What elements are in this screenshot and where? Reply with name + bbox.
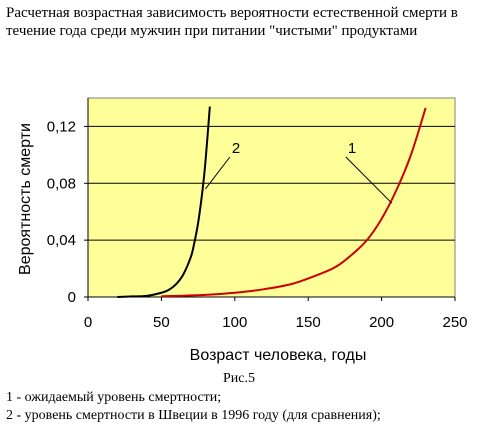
x-tick-label-5: 250 — [442, 314, 467, 331]
curve-label-1: 1 — [348, 140, 356, 157]
x-axis-label: Возраст человека, годы — [190, 347, 367, 364]
plot-area — [87, 97, 456, 298]
leader-line-2 — [205, 156, 231, 190]
y-tick-label-1: 0,04 — [47, 232, 76, 249]
x-tick-label-0: 0 — [84, 314, 92, 331]
chart-title: Расчетная возрастная зависимость вероятн… — [6, 5, 458, 39]
caption-line-2: 2 - уровень смертности в Швеции в 1996 г… — [6, 408, 381, 423]
y-axis-ticks: 0 0,04 0,08 0,12 — [47, 118, 88, 306]
series-line-1 — [161, 107, 427, 298]
grid-lines — [87, 98, 455, 298]
x-tick-label-4: 200 — [369, 314, 394, 331]
x-axis-ticks: 0 50 100 150 200 250 — [84, 297, 468, 331]
series-line-2 — [117, 106, 211, 298]
y-tick-label-0: 0 — [68, 289, 76, 306]
y-tick-label-2: 0,08 — [47, 175, 76, 192]
caption-line-1: 1 - ожидаемый уровень смертности; — [6, 390, 222, 405]
chart: 12 0 50 100 150 200 250 00,040,080,12 Возраст… — [17, 97, 468, 364]
figure-number: Рис.5 — [223, 371, 255, 386]
curve-label-2: 2 — [232, 140, 240, 157]
leader-lines: 12 — [205, 140, 393, 204]
y-tick-label-3: 0,12 — [47, 118, 76, 135]
x-tick-label-2: 100 — [222, 314, 247, 331]
x-tick-label-1: 50 — [153, 314, 170, 331]
x-tick-label-3: 150 — [296, 314, 321, 331]
leader-line-1 — [345, 156, 393, 204]
series-group — [117, 106, 427, 298]
y-axis-label: Вероятность смерти — [17, 123, 34, 275]
